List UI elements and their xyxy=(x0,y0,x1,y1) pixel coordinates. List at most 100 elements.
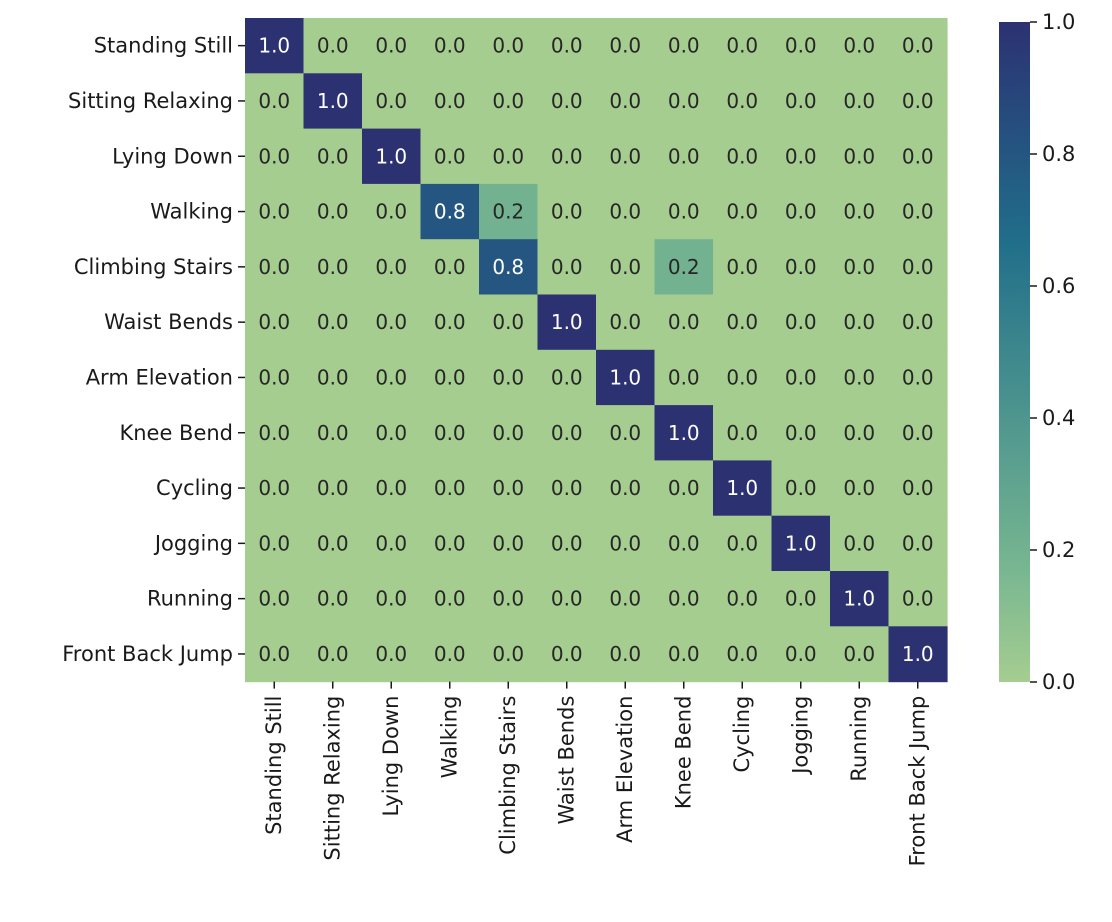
cell-value-label: 0.8 xyxy=(434,200,466,224)
cell-value-label: 1.0 xyxy=(902,642,934,666)
heatmap-cell xyxy=(479,405,539,461)
heatmap-cell xyxy=(654,515,714,572)
cell-value-label: 0.0 xyxy=(434,476,466,500)
cell-value-label: 0.0 xyxy=(668,310,700,334)
heatmap-cell xyxy=(479,128,539,185)
heatmap-cell xyxy=(245,515,305,572)
cell-value-label: 0.0 xyxy=(902,144,934,168)
cell-value-label: 0.0 xyxy=(375,642,407,666)
cell-value-label: 0.0 xyxy=(551,255,583,279)
cell-value-label: 0.0 xyxy=(492,642,524,666)
heatmap-cell xyxy=(362,349,422,406)
cell-value-label: 0.0 xyxy=(434,255,466,279)
cell-value-label: 1.0 xyxy=(609,365,641,389)
cell-value-label: 0.0 xyxy=(434,89,466,113)
cell-value-label: 0.0 xyxy=(726,89,758,113)
heatmap-cells xyxy=(245,18,948,683)
cell-value-label: 0.0 xyxy=(375,421,407,445)
cell-value-label: 0.0 xyxy=(492,144,524,168)
cell-value-label: 0.2 xyxy=(492,200,524,224)
cell-value-label: 0.0 xyxy=(902,200,934,224)
cell-value-label: 0.0 xyxy=(785,587,817,611)
cell-value-label: 0.0 xyxy=(317,200,349,224)
heatmap-cell xyxy=(888,626,948,683)
cell-value-label: 0.0 xyxy=(375,34,407,58)
cell-value-label: 0.0 xyxy=(843,642,875,666)
cell-value-label: 0.0 xyxy=(843,34,875,58)
heatmap-cell xyxy=(771,515,831,572)
heatmap-cell xyxy=(771,349,831,406)
heatmap-cell xyxy=(303,571,363,627)
heatmap-cell xyxy=(888,405,948,461)
heatmap-cell xyxy=(713,239,773,296)
cell-value-label: 0.0 xyxy=(668,642,700,666)
heatmap-cell xyxy=(420,294,480,351)
y-tick-label: Climbing Stairs xyxy=(74,255,233,279)
heatmap-cell xyxy=(303,515,363,572)
heatmap-cell xyxy=(888,349,948,406)
cell-value-label: 0.0 xyxy=(726,365,758,389)
cell-value-label: 0.0 xyxy=(492,531,524,555)
cell-value-label: 0.0 xyxy=(726,587,758,611)
heatmap-cell xyxy=(654,405,714,461)
heatmap-cell xyxy=(713,18,773,74)
heatmap-cell xyxy=(303,18,363,74)
cell-value-label: 0.0 xyxy=(843,421,875,445)
cell-value-label: 1.0 xyxy=(843,587,875,611)
heatmap-cell xyxy=(596,349,656,406)
cell-value-label: 0.0 xyxy=(258,200,290,224)
heatmap-cell xyxy=(713,626,773,683)
heatmap-cell xyxy=(713,294,773,351)
cell-value-label: 0.0 xyxy=(434,365,466,389)
cell-value-label: 0.0 xyxy=(551,587,583,611)
cell-value-label: 0.0 xyxy=(609,421,641,445)
cell-value-label: 0.0 xyxy=(551,476,583,500)
x-tick-label: Climbing Stairs xyxy=(496,696,520,855)
cell-value-label: 0.0 xyxy=(551,365,583,389)
heatmap-cell xyxy=(596,405,656,461)
cell-value-label: 0.0 xyxy=(317,476,349,500)
cell-value-label: 0.0 xyxy=(434,144,466,168)
colorbar-tick-label: 0.8 xyxy=(1042,142,1075,166)
cell-value-label: 0.0 xyxy=(668,476,700,500)
heatmap-cell xyxy=(479,626,539,683)
heatmap-cell xyxy=(479,460,539,517)
heatmap-cell xyxy=(771,460,831,517)
heatmap-cell xyxy=(537,571,597,627)
cell-value-label: 0.0 xyxy=(668,365,700,389)
cell-value-label: 0.0 xyxy=(258,476,290,500)
heatmap-cell xyxy=(537,626,597,683)
heatmap-cell xyxy=(654,73,714,130)
cell-value-label: 0.0 xyxy=(317,531,349,555)
heatmap-cell xyxy=(888,18,948,74)
cell-value-label: 0.0 xyxy=(902,531,934,555)
heatmap-cell xyxy=(362,515,422,572)
heatmap-cell xyxy=(713,183,773,240)
heatmap-cell xyxy=(420,128,480,185)
cell-value-label: 0.0 xyxy=(902,365,934,389)
cell-value-label: 0.0 xyxy=(668,34,700,58)
heatmap-cell xyxy=(479,239,539,296)
cell-value-label: 0.0 xyxy=(551,34,583,58)
x-tick-label: Cycling xyxy=(730,696,754,773)
heatmap-cell xyxy=(596,515,656,572)
cell-value-label: 0.0 xyxy=(434,421,466,445)
heatmap-cell xyxy=(420,349,480,406)
y-tick-label: Sitting Relaxing xyxy=(68,89,233,113)
cell-value-label: 0.0 xyxy=(317,365,349,389)
heatmap-cell xyxy=(596,239,656,296)
cell-value-label: 0.0 xyxy=(843,255,875,279)
heatmap-cell xyxy=(362,405,422,461)
heatmap-cell xyxy=(362,73,422,130)
cell-value-label: 0.0 xyxy=(375,587,407,611)
heatmap-cell xyxy=(713,571,773,627)
cell-value-label: 0.0 xyxy=(434,642,466,666)
cell-value-label: 0.0 xyxy=(668,144,700,168)
heatmap-cell xyxy=(830,128,890,185)
cell-value-label: 0.0 xyxy=(843,365,875,389)
cell-value-label: 0.0 xyxy=(668,531,700,555)
heatmap-cell xyxy=(771,183,831,240)
cell-value-label: 0.0 xyxy=(492,587,524,611)
cell-value-label: 0.0 xyxy=(258,89,290,113)
cell-value-label: 0.0 xyxy=(492,89,524,113)
